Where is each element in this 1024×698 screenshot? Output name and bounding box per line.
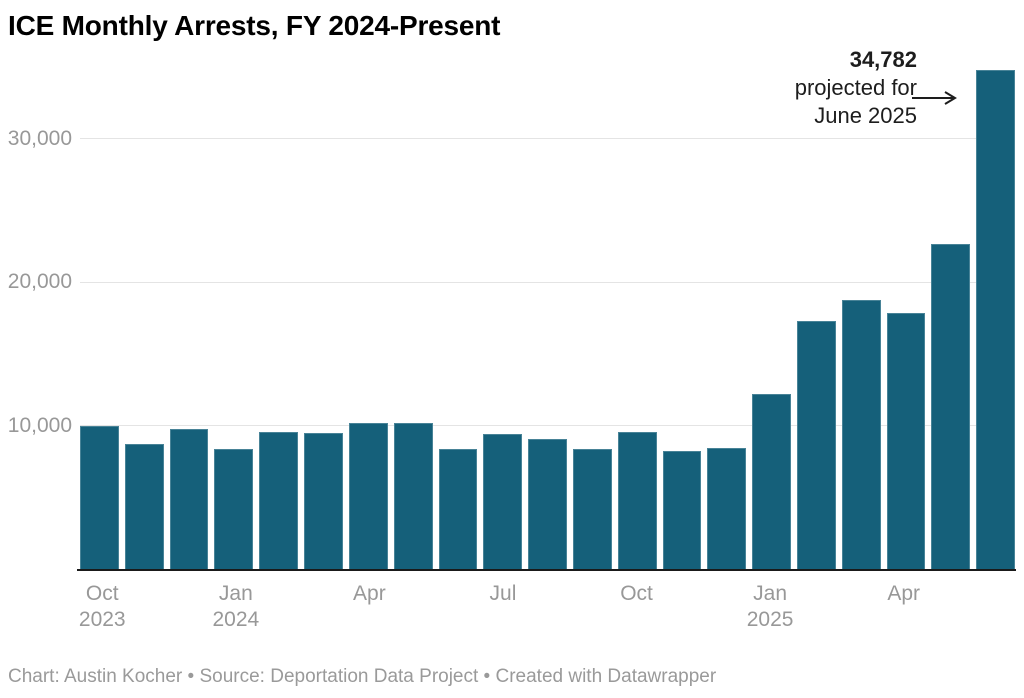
x-tick-label-apr: Apr (304, 581, 434, 607)
y-tick-label-10000: 10,000 (7, 414, 72, 438)
gridline-20000 (80, 281, 1015, 283)
chart-title: ICE Monthly Arrests, FY 2024-Present (8, 10, 501, 41)
gridline-10000 (80, 425, 1015, 427)
bar-nov-2023 (124, 443, 164, 570)
chart-footer-credits: Chart: Austin Kocher • Source: Deportati… (8, 666, 717, 687)
x-tick-label-oct-2023: Oct 2023 (37, 581, 167, 633)
bar-mar-2024 (304, 433, 343, 570)
x-tick-month: Apr (353, 582, 386, 605)
bar-jun-2025 (976, 70, 1016, 570)
x-tick-month: Apr (887, 582, 921, 605)
bar-dec-2024 (707, 447, 747, 570)
x-tick-month: Jan (753, 582, 788, 605)
x-tick-label-oct: Oct (572, 581, 702, 607)
x-tick-month: Jan (218, 582, 253, 605)
x-tick-label-jul: Jul (438, 581, 568, 607)
bar-sep-2024 (572, 449, 612, 570)
annotation-arrow-icon (912, 91, 957, 105)
bar-feb-2025 (797, 321, 836, 570)
bar-oct-2023 (80, 425, 119, 570)
annotation-value: 34,782 (849, 47, 917, 72)
projection-annotation: 34,782 projected for June 2025 (795, 46, 917, 130)
x-tick-year: 2023 (78, 608, 126, 631)
y-tick-label-20000: 20,000 (7, 270, 72, 294)
x-tick-year: 2025 (746, 608, 794, 631)
y-tick-label-30000: 30,000 (7, 126, 72, 150)
bar-oct-2024 (617, 432, 657, 570)
annotation-line3: June 2025 (814, 103, 917, 128)
x-tick-year: 2024 (212, 608, 260, 631)
annotation-line2: projected for (794, 75, 917, 100)
bar-jul-2024 (483, 434, 523, 570)
bar-nov-2024 (662, 451, 702, 570)
bar-aug-2024 (528, 439, 567, 570)
x-tick-month: Oct (620, 582, 653, 605)
x-tick-label-jan-2024: Jan 2024 (171, 581, 301, 633)
x-tick-label-apr: Apr (839, 581, 969, 607)
bar-feb-2024 (259, 432, 299, 570)
bar-apr-2024 (348, 423, 388, 570)
bar-jun-2024 (438, 448, 478, 570)
x-tick-label-jan-2025: Jan 2025 (705, 581, 835, 633)
bar-jan-2024 (214, 448, 254, 570)
bar-apr-2025 (886, 312, 926, 570)
bar-may-2024 (393, 422, 433, 570)
gridline-30000 (80, 137, 1015, 139)
x-axis-baseline (77, 569, 1016, 571)
x-tick-month: Oct (85, 582, 119, 605)
x-tick-month: Jul (489, 582, 517, 605)
bar-dec-2023 (169, 429, 209, 570)
bar-may-2025 (931, 243, 971, 570)
bars-layer (80, 60, 1016, 570)
bar-jan-2025 (752, 393, 791, 570)
plot-area (80, 60, 1016, 570)
bar-mar-2025 (841, 299, 881, 570)
